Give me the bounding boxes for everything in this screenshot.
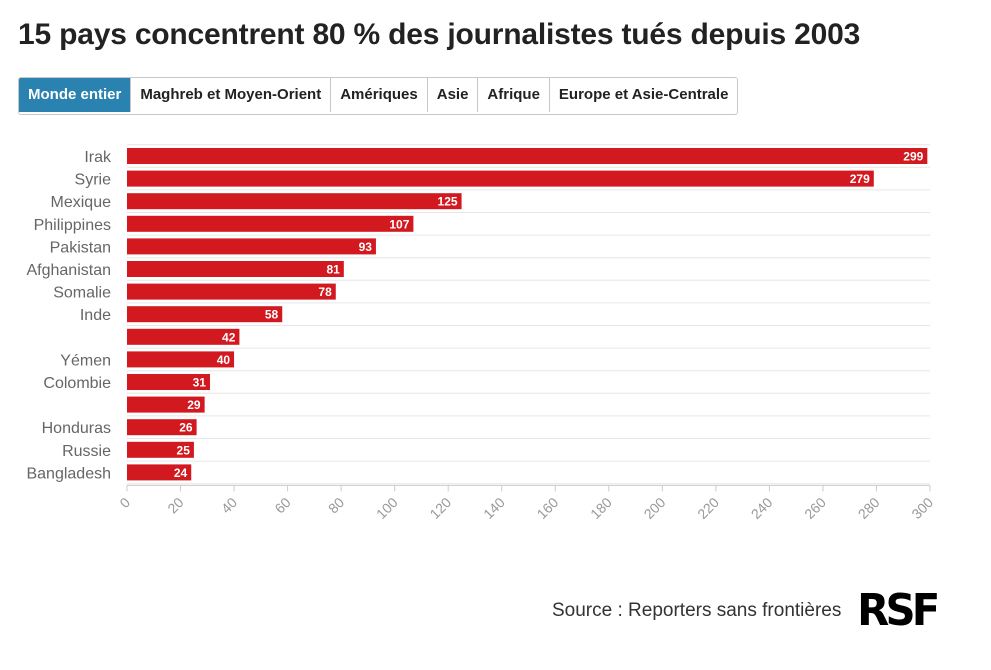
category-label: Somalie [53,285,111,302]
tab-maghreb-moyen-orient[interactable]: Maghreb et Moyen-Orient [131,78,332,112]
data-label: 29 [187,398,201,412]
data-label: 58 [265,308,279,322]
category-label: Afghanistan [26,262,111,279]
data-label: 24 [174,466,188,480]
category-label: Honduras [42,420,111,437]
x-tick-label: 80 [325,494,347,516]
rsf-logo: RSF [857,585,940,636]
x-tick-label: 120 [426,494,454,522]
data-label: 279 [850,172,870,186]
bar-chart-svg: Irak 299 Syrie 279 Mexique 125 Philippines 107 P… [26,144,936,522]
data-label: 31 [193,376,207,390]
bar-afghanistan [127,261,344,277]
x-tick-label: 200 [641,494,669,522]
x-tick-label: 100 [373,494,401,522]
source-text: Source : Reporters sans frontières [552,600,842,621]
x-tick-label: 20 [164,494,186,516]
data-label: 93 [359,240,373,254]
data-label: 26 [179,421,193,435]
x-tick-label: 280 [855,494,883,522]
bar-somalie [127,283,336,300]
data-label: 107 [389,217,409,231]
category-label: Russie [62,443,111,460]
category-label: Mexique [51,194,112,211]
x-tick-label: 0 [116,494,133,511]
category-label: Syrie [75,172,112,189]
bar-chart: Irak 299 Syrie 279 Mexique 125 Philippines 107 P… [0,140,991,560]
x-tick-label: 40 [218,494,240,516]
bar-bangladesh [127,464,192,481]
bar-pakistan [127,238,376,255]
category-label: Pakistan [50,239,111,256]
bar-honduras [127,419,197,436]
tab-ameriques[interactable]: Amériques [331,78,428,112]
data-label: 25 [177,443,191,457]
bar-unlabeled [127,396,205,413]
region-tabs: Monde entier Maghreb et Moyen-Orient Amé… [18,77,739,115]
data-label: 40 [217,353,231,367]
x-tick-label: 300 [908,494,936,522]
footer: Source : Reporters sans frontières RSF [552,585,941,636]
data-label: 81 [326,263,340,277]
bar-yémen [127,351,235,368]
bar-unlabeled [127,328,240,345]
x-tick-label: 160 [534,494,562,522]
category-label: Bangladesh [26,465,111,482]
tab-monde-entier[interactable]: Monde entier [19,78,132,112]
bar-colombie [127,374,210,390]
data-label: 125 [438,195,458,209]
bar-irak [127,148,928,164]
data-label: 78 [318,285,332,299]
bar-syrie [127,170,874,187]
bar-inde [127,306,283,323]
category-label: Inde [80,307,111,324]
chart-title: 15 pays concentrent 80 % des journaliste… [18,18,861,51]
x-tick-label: 260 [801,494,829,522]
x-tick-label: 240 [748,494,776,522]
tab-asie[interactable]: Asie [427,78,479,112]
category-label: Irak [84,149,112,166]
bar-mexique [127,193,462,210]
x-tick-label: 180 [587,494,615,522]
bar-philippines [127,215,414,232]
bar-russie [127,441,194,458]
x-tick-label: 140 [480,494,508,522]
data-label: 42 [222,330,236,344]
category-label: Yémen [60,352,111,369]
data-label: 299 [903,150,923,164]
x-tick-label: 220 [694,494,722,522]
category-label: Philippines [34,217,111,234]
tab-afrique[interactable]: Afrique [478,78,550,112]
category-label: Colombie [43,375,111,392]
x-tick-label: 60 [271,494,293,516]
tab-europe-asie-centrale[interactable]: Europe et Asie-Centrale [549,78,738,112]
